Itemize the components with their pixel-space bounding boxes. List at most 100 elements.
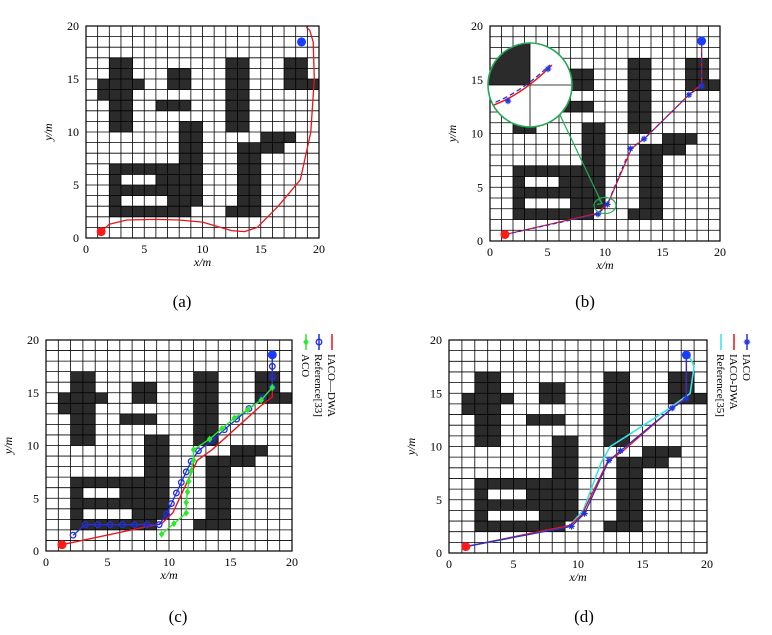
obstacle-cell <box>663 144 675 155</box>
y-tick-label: 0 <box>477 234 483 248</box>
obstacle-cell <box>156 206 168 217</box>
obstacle-cell <box>144 477 157 488</box>
obstacle-cell <box>108 498 121 509</box>
obstacle-cell <box>617 383 630 394</box>
zoom-star <box>545 66 551 72</box>
obstacle-cell <box>255 446 268 457</box>
obstacle-cell <box>109 79 121 90</box>
obstacle-cell <box>552 436 565 447</box>
obstacle-cell <box>539 393 552 404</box>
obstacle-cell <box>552 489 565 500</box>
obstacle-cell <box>475 521 488 532</box>
legend-marker <box>303 338 309 345</box>
obstacle-cell <box>640 155 652 166</box>
obstacle-cell <box>284 79 296 90</box>
obstacle-cell <box>640 187 652 198</box>
obstacle-cell <box>501 521 514 532</box>
x-tick-label: 20 <box>714 245 726 259</box>
obstacle-cell <box>604 372 617 383</box>
obstacle-cell <box>58 403 71 414</box>
obstacle-cell <box>109 206 121 217</box>
obstacle-cell <box>179 100 191 111</box>
obstacle-cell <box>179 132 191 143</box>
obstacle-cell <box>109 121 121 132</box>
obstacle-cell <box>95 393 108 404</box>
obstacle-cell <box>144 467 157 478</box>
obstacle-cell <box>109 58 121 69</box>
obstacle-cell <box>539 478 552 489</box>
obstacle-cell <box>191 143 203 154</box>
obstacle-cell <box>525 187 537 198</box>
obstacle-cell <box>157 435 170 446</box>
panel-label-b: (b) <box>575 292 595 311</box>
obstacle-cell <box>617 500 630 511</box>
obstacle-cell <box>132 477 145 488</box>
obstacle-cell <box>83 424 96 435</box>
obstacle-cell <box>243 456 256 467</box>
obstacle-cell <box>83 498 96 509</box>
obstacle-cell <box>488 521 501 532</box>
obstacle-cell <box>237 79 249 90</box>
obstacle-cell <box>582 101 594 112</box>
obstacle-cell <box>604 425 617 436</box>
obstacle-cell <box>144 382 157 393</box>
obstacle-cell <box>571 166 583 177</box>
obstacle-cell <box>83 414 96 425</box>
obstacle-cell <box>475 510 488 521</box>
obstacle-cell <box>237 58 249 69</box>
y-tick-label: 5 <box>436 493 442 507</box>
obstacle-cell <box>168 79 180 90</box>
obstacle-cell <box>191 174 203 185</box>
obstacle-cell <box>582 80 594 91</box>
obstacle-cell <box>284 68 296 79</box>
obstacle-cell <box>191 132 203 143</box>
obstacle-cell <box>526 521 539 532</box>
obstacle-cell <box>237 100 249 111</box>
obstacle-cell <box>617 478 630 489</box>
obstacle-cell <box>594 166 606 177</box>
obstacle-cell <box>697 69 709 80</box>
obstacle-cell <box>617 372 630 383</box>
obstacle-cell <box>133 206 145 217</box>
legend: Reference[35] IACO-DWA IACO <box>714 334 752 417</box>
obstacle-cell <box>559 187 571 198</box>
obstacle-cell <box>168 206 180 217</box>
obstacle-cell <box>121 100 133 111</box>
obstacle-cell <box>640 144 652 155</box>
panel-label-a: (a) <box>173 292 192 311</box>
obstacle-cell <box>157 488 170 499</box>
obstacle-cell <box>686 58 698 69</box>
obstacle-cell <box>231 446 244 457</box>
obstacle-cell <box>249 153 261 164</box>
x-tick-label: 5 <box>545 245 551 259</box>
obstacle-cell <box>513 209 525 220</box>
obstacle-cell <box>108 477 121 488</box>
obstacle-cell <box>462 404 475 415</box>
panel-a: 0 5 10 15 2005101520x/my/m <box>41 19 325 269</box>
y-tick-label: 5 <box>477 180 483 194</box>
obstacle-cell <box>194 403 207 414</box>
obstacle-cell <box>604 404 617 415</box>
obstacle-cell <box>226 206 238 217</box>
y-tick-label: 5 <box>73 178 79 192</box>
obstacle-cell <box>95 498 108 509</box>
start-point <box>97 227 106 236</box>
legend-marker <box>744 339 750 345</box>
obstacle-cell <box>536 166 548 177</box>
obstacle-cell <box>168 100 180 111</box>
obstacle-cell <box>157 498 170 509</box>
obstacle-cell <box>144 206 156 217</box>
obstacle-cell <box>475 383 488 394</box>
obstacle-cell <box>552 383 565 394</box>
y-tick-label: 10 <box>471 127 483 141</box>
obstacle-cell <box>651 155 663 166</box>
obstacle-cell <box>548 166 560 177</box>
obstacle-cell <box>488 372 501 383</box>
obstacle-cell <box>237 206 249 217</box>
obstacle-cell <box>58 393 71 404</box>
obstacle-cell <box>237 90 249 101</box>
obstacle-cell <box>109 174 121 185</box>
obstacle-cell <box>156 174 168 185</box>
obstacle-cell <box>206 414 219 425</box>
legend-label: ACO <box>299 354 311 377</box>
